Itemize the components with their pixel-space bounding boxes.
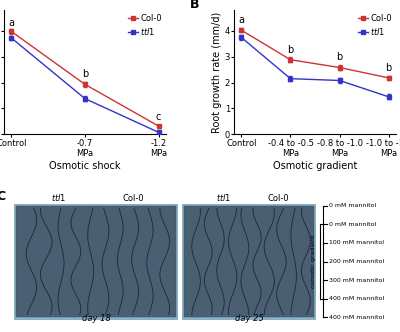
Y-axis label: Root growth rate (mm/d): Root growth rate (mm/d) xyxy=(212,12,222,133)
X-axis label: Osmotic gradient: Osmotic gradient xyxy=(273,161,357,171)
Text: 300 mM mannitol: 300 mM mannitol xyxy=(329,278,384,283)
Text: b: b xyxy=(386,63,392,73)
Text: 0 mM mannitol: 0 mM mannitol xyxy=(329,203,377,208)
Text: 100 mM mannitol: 100 mM mannitol xyxy=(329,240,384,245)
Text: osmotic gradient: osmotic gradient xyxy=(311,235,316,288)
Text: 400 mM mannitol: 400 mM mannitol xyxy=(329,315,384,320)
Text: $\it{ttl1}$: $\it{ttl1}$ xyxy=(216,192,231,203)
Bar xyxy=(16,206,176,317)
Text: 0 mM mannitol: 0 mM mannitol xyxy=(329,222,377,227)
Text: day 25: day 25 xyxy=(234,314,264,323)
Text: b: b xyxy=(287,44,294,54)
Bar xyxy=(184,206,314,317)
Text: Col-0: Col-0 xyxy=(122,194,144,203)
Text: C: C xyxy=(0,190,5,203)
Text: b: b xyxy=(336,52,343,62)
Legend: Col-0, $\it{ttl1}$: Col-0, $\it{ttl1}$ xyxy=(128,14,162,37)
Text: a: a xyxy=(8,18,14,28)
Text: B: B xyxy=(190,0,200,11)
Text: a: a xyxy=(238,15,244,25)
Legend: Col-0, $\it{ttl1}$: Col-0, $\it{ttl1}$ xyxy=(358,14,392,37)
X-axis label: Osmotic shock: Osmotic shock xyxy=(49,161,121,171)
Text: $\it{ttl1}$: $\it{ttl1}$ xyxy=(51,192,66,203)
Text: 400 mM mannitol: 400 mM mannitol xyxy=(329,296,384,301)
Text: b: b xyxy=(82,69,88,79)
Text: Col-0: Col-0 xyxy=(268,194,289,203)
Text: 200 mM mannitol: 200 mM mannitol xyxy=(329,259,384,264)
Bar xyxy=(14,204,178,320)
Text: day 18: day 18 xyxy=(82,314,110,323)
Bar xyxy=(182,204,316,320)
Text: c: c xyxy=(156,112,161,122)
